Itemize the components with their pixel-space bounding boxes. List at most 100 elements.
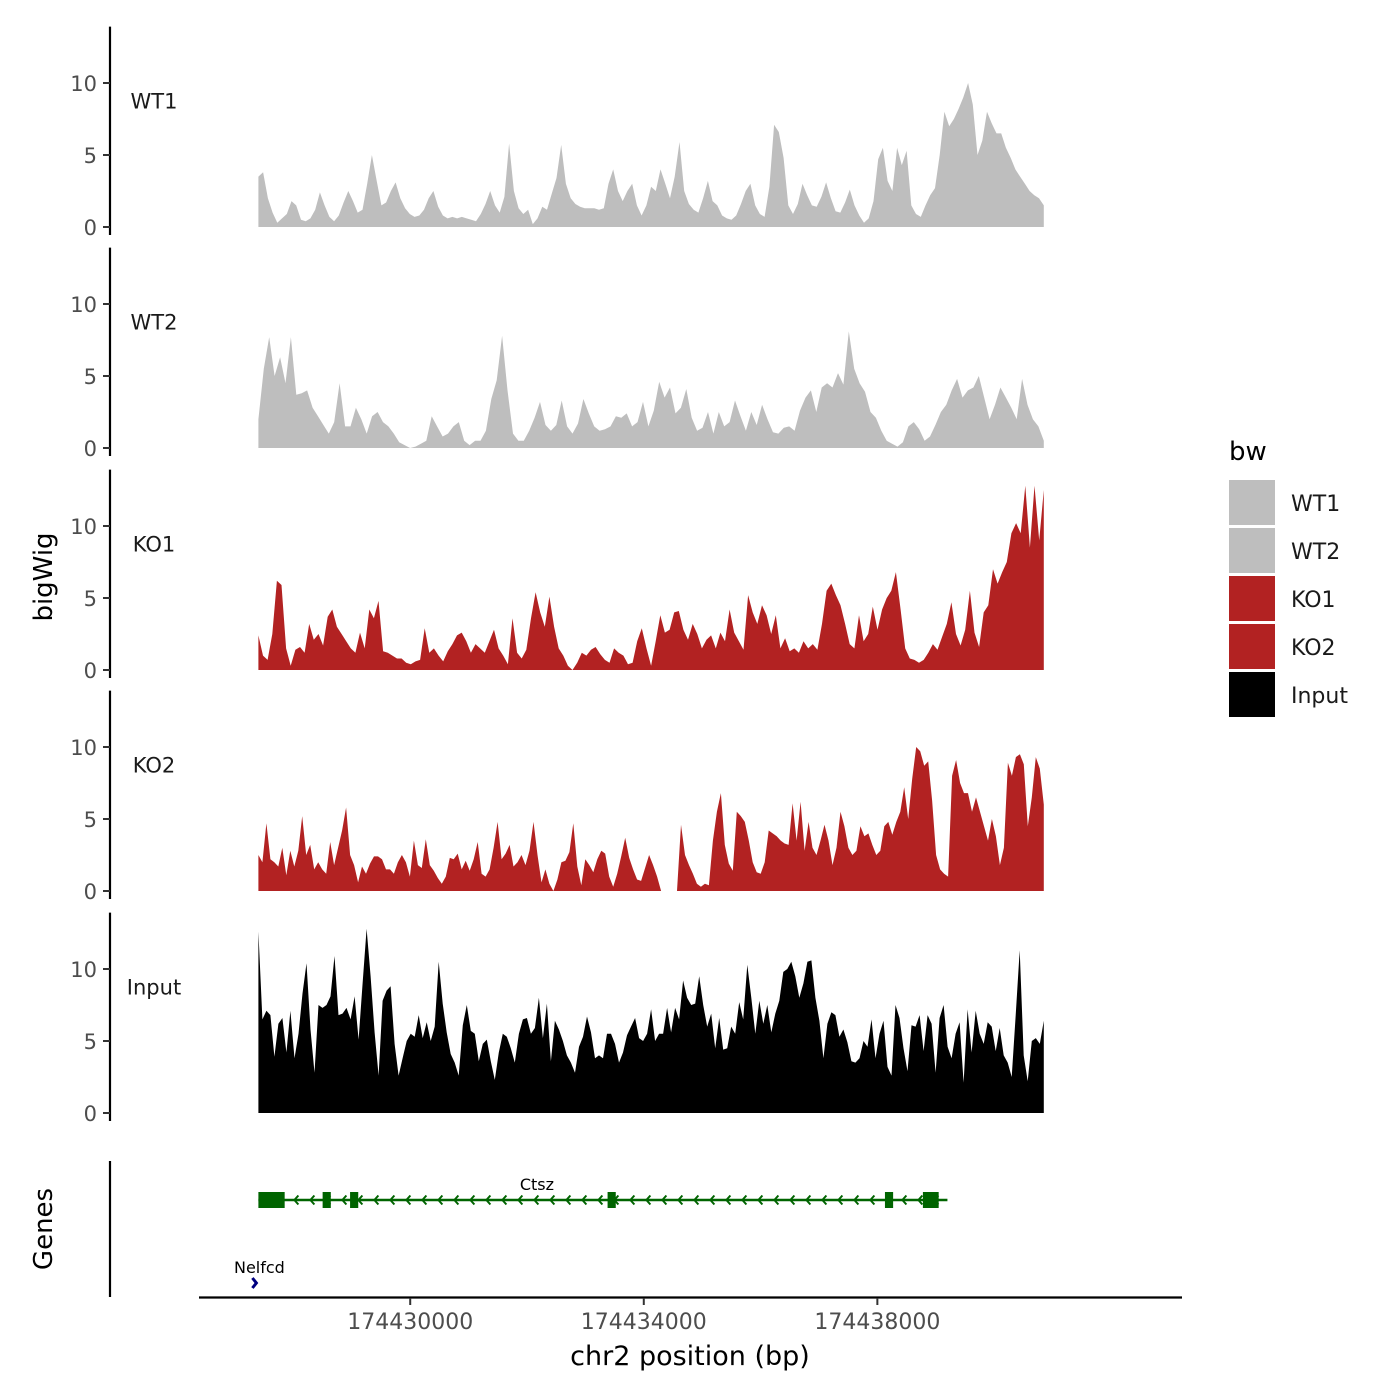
exon <box>884 1192 894 1208</box>
y-tick-label: 10 <box>70 736 97 760</box>
genes-track-title: Genes <box>29 1188 59 1270</box>
coverage-area-wt2 <box>258 331 1044 448</box>
coverage-area-input <box>258 928 1044 1113</box>
coverage-panels: 0 5 10 WT1 0 5 10 WT2 0 5 10 KO1 0 5 10 KO2 0 5 10 Input <box>70 26 1044 1126</box>
strand-arrow <box>565 1194 572 1206</box>
y-tick-label: 10 <box>70 515 97 539</box>
strand-arrow <box>661 1194 668 1206</box>
track-panel-wt2: 0 5 10 WT2 <box>70 247 1044 461</box>
strand-arrow <box>709 1194 716 1206</box>
x-tick-label: 174434000 <box>581 1310 707 1335</box>
strand-arrow <box>917 1194 924 1206</box>
coverage-area-wt1 <box>258 83 1044 227</box>
exon <box>922 1192 939 1208</box>
gene-nelfcd: Nelfcd <box>234 1258 285 1289</box>
track-panel-wt1: 0 5 10 WT1 <box>70 26 1044 240</box>
strand-arrow <box>629 1194 636 1206</box>
y-tick-label: 5 <box>84 365 97 389</box>
x-tick-label: 174430000 <box>347 1310 473 1335</box>
strand-arrow <box>437 1194 444 1206</box>
legend-key-swatch <box>1229 528 1275 573</box>
y-tick-label: 0 <box>84 216 97 240</box>
track-label: KO1 <box>133 533 176 557</box>
strand-arrow <box>773 1194 780 1206</box>
y-tick-label: 10 <box>70 958 97 982</box>
strand-arrow <box>501 1194 508 1206</box>
legend-key-swatch <box>1229 480 1275 525</box>
genes-panel: Genes Ctsz Nelfcd <box>29 1161 948 1297</box>
strand-arrow <box>757 1194 764 1206</box>
y-tick-label: 0 <box>84 880 97 904</box>
strand-arrow <box>251 1277 259 1289</box>
strand-arrow <box>309 1194 316 1206</box>
strand-arrow <box>357 1194 364 1206</box>
strand-arrow <box>549 1194 556 1206</box>
gene-name-label: Nelfcd <box>234 1258 285 1277</box>
strand-arrow <box>581 1194 588 1206</box>
y-tick-label: 5 <box>84 808 97 832</box>
strand-arrow <box>805 1194 812 1206</box>
strand-arrow <box>597 1194 604 1206</box>
y-tick-label: 5 <box>84 1030 97 1054</box>
strand-arrow <box>373 1194 380 1206</box>
strand-arrow <box>645 1194 652 1206</box>
exon <box>350 1192 359 1208</box>
strand-arrow <box>741 1194 748 1206</box>
strand-arrow <box>693 1194 700 1206</box>
track-panel-ko1: 0 5 10 KO1 <box>70 469 1044 683</box>
gene-ctsz: Ctsz <box>258 1175 948 1208</box>
coverage-area-ko1 <box>258 485 1044 670</box>
legend-key-label: Input <box>1291 684 1348 709</box>
strand-arrow <box>293 1194 300 1206</box>
strand-arrow <box>389 1194 396 1206</box>
strand-arrow <box>405 1194 412 1206</box>
gene-name-label: Ctsz <box>520 1175 554 1194</box>
legend-title: bw <box>1229 437 1267 467</box>
exon <box>607 1192 616 1208</box>
legend-key-swatch <box>1229 672 1275 717</box>
y-tick-label: 5 <box>84 587 97 611</box>
y-axis-title: bigWig <box>29 532 59 621</box>
legend-key-label: KO1 <box>1291 588 1336 613</box>
strand-arrow <box>421 1194 428 1206</box>
x-axis-title: chr2 position (bp) <box>570 1341 810 1372</box>
strand-arrow <box>725 1194 732 1206</box>
y-tick-label: 5 <box>84 144 97 168</box>
strand-arrow <box>901 1194 908 1206</box>
exon <box>322 1192 331 1208</box>
strand-arrow <box>341 1194 348 1206</box>
legend-key-swatch <box>1229 624 1275 669</box>
strand-arrow <box>821 1194 828 1206</box>
legend-key-label: WT2 <box>1291 540 1340 565</box>
y-tick-label: 10 <box>70 293 97 317</box>
y-tick-label: 0 <box>84 437 97 461</box>
strand-arrow <box>677 1194 684 1206</box>
coverage-area-ko2 <box>258 747 1044 891</box>
strand-arrow <box>533 1194 540 1206</box>
strand-arrow <box>485 1194 492 1206</box>
strand-arrow <box>469 1194 476 1206</box>
strand-arrow <box>853 1194 860 1206</box>
strand-arrow <box>453 1194 460 1206</box>
track-label: Input <box>127 976 181 1000</box>
x-axis-ticks: 174430000 174434000 174438000 <box>347 1298 940 1335</box>
y-tick-label: 10 <box>70 72 97 96</box>
strand-arrow <box>837 1194 844 1206</box>
legend-key-label: KO2 <box>1291 636 1336 661</box>
track-panel-input: 0 5 10 Input <box>70 912 1044 1126</box>
track-label: WT2 <box>131 311 178 335</box>
track-panel-ko2: 0 5 10 KO2 <box>70 690 1044 904</box>
track-label: KO2 <box>133 754 176 778</box>
legend: bw WT1 WT2 KO1 KO2 Input <box>1229 437 1348 717</box>
legend-key-swatch <box>1229 576 1275 621</box>
legend-keys: WT1 WT2 KO1 KO2 Input <box>1229 480 1348 717</box>
exon <box>258 1192 285 1208</box>
x-tick-label: 174438000 <box>814 1310 940 1335</box>
track-label: WT1 <box>131 90 178 114</box>
y-tick-label: 0 <box>84 1102 97 1126</box>
strand-arrow <box>517 1194 524 1206</box>
y-tick-label: 0 <box>84 659 97 683</box>
strand-arrow <box>789 1194 796 1206</box>
legend-key-label: WT1 <box>1291 492 1340 517</box>
